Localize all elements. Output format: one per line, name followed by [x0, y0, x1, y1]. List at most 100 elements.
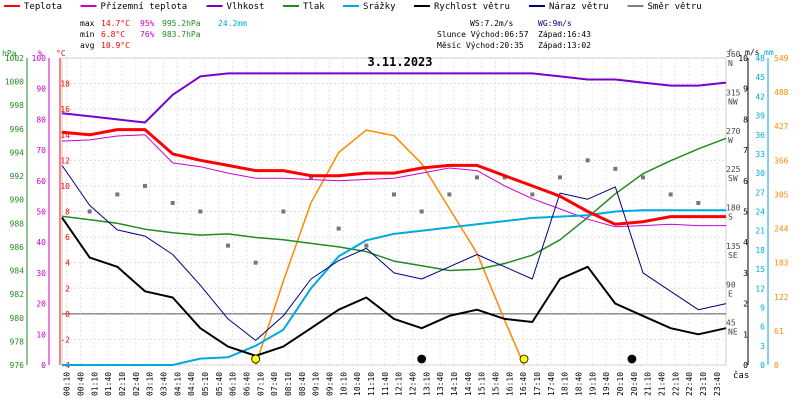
x-tick-label: 22:10	[671, 372, 680, 396]
legend-label: Přízemní teplota	[101, 2, 188, 12]
wind-tick-label: 4	[743, 238, 748, 247]
x-tick-label: 14:10	[450, 372, 459, 396]
direction-tick-value: 225	[726, 165, 741, 174]
direction-point	[392, 192, 396, 197]
direction-tick-label: E	[728, 289, 733, 298]
direction-point	[475, 175, 479, 180]
rain-tick-label: 18	[755, 246, 765, 255]
x-tick-label: 12:40	[408, 372, 417, 396]
stats-max-temp: 14.7°C	[101, 19, 130, 28]
stats-moon: Měsíc Východ:20:35	[437, 41, 524, 50]
temperature-tick-label: 16	[60, 105, 70, 114]
stats-sun: Slunce Východ:06:57	[437, 30, 529, 39]
temperature-tick-label: 12	[60, 156, 70, 165]
direction-tick-value: 270	[726, 127, 741, 136]
pressure-tick-label: 1002	[5, 54, 24, 63]
chart-title: 3.11.2023	[367, 55, 432, 69]
x-tick-label: 19:40	[602, 372, 611, 396]
humidity-tick-label: 70	[36, 146, 46, 155]
x-tick-label: 18:40	[574, 372, 583, 396]
pressure-tick-label: 998	[10, 101, 25, 110]
solar-tick-label: 122	[774, 293, 789, 302]
direction-point	[170, 200, 175, 205]
legend-label: Rychlost větru	[434, 2, 510, 12]
x-tick-label: 23:40	[713, 372, 722, 396]
series-line-rychlost-vetru	[61, 217, 727, 357]
temperature-axis-unit: °C	[56, 49, 66, 58]
humidity-tick-label: 50	[36, 208, 46, 217]
direction-tick-value: 90	[726, 280, 736, 289]
solar-tick-label: 488	[774, 88, 789, 97]
x-tick-label: 19:10	[588, 372, 597, 396]
x-tick-label: 10:10	[339, 372, 348, 396]
x-tick-label: 08:40	[298, 372, 307, 396]
direction-tick-label: NE	[728, 328, 738, 337]
rain-tick-label: 6	[760, 323, 765, 332]
legend-label: Srážky	[363, 2, 396, 12]
direction-point	[336, 226, 341, 231]
stats-sun-set: Západ:16:43	[538, 30, 591, 39]
wind-tick-label: 3	[743, 269, 748, 278]
direction-tick-value: 135	[726, 242, 741, 251]
stats-min-hum: 76%	[140, 30, 155, 39]
humidity-tick-label: 20	[36, 300, 46, 309]
pressure-tick-label: 992	[10, 172, 25, 181]
x-tick-label: 17:10	[533, 372, 542, 396]
x-tick-label: 22:40	[685, 372, 694, 396]
direction-tick-label: N	[728, 59, 733, 68]
direction-tick-value: 180	[726, 204, 741, 213]
rain-tick-label: 33	[755, 150, 765, 159]
legend-label: Náraz větru	[549, 2, 609, 12]
direction-point	[309, 175, 313, 180]
x-tick-label: 06:40	[242, 372, 251, 396]
direction-tick-value: 360	[726, 50, 741, 59]
wind-tick-label: 5	[743, 208, 748, 217]
x-tick-label: 18:10	[561, 372, 570, 396]
x-tick-label: 14:40	[464, 372, 473, 396]
direction-point	[585, 158, 590, 163]
rain-tick-label: 48	[755, 54, 765, 63]
wind-tick-label: 6	[743, 177, 748, 186]
wind-tick-label: 1	[743, 330, 748, 339]
legend-label: Směr větru	[648, 2, 702, 12]
stats-max-label: max	[80, 19, 95, 28]
x-tick-label: 15:40	[491, 372, 500, 396]
humidity-tick-label: 90	[36, 85, 46, 94]
x-tick-label: 23:10	[699, 372, 708, 396]
pressure-axis-unit: hPa	[2, 49, 17, 58]
x-tick-label: 11:40	[381, 372, 390, 396]
stats-avg-temp: 10.9°C	[101, 41, 130, 50]
series-line-vlhkost	[61, 72, 727, 124]
x-tick-label: 03:10	[146, 372, 155, 396]
solar-tick-label: 244	[774, 225, 789, 234]
direction-tick-label: W	[728, 136, 733, 145]
x-tick-label: 16:40	[519, 372, 528, 396]
direction-point	[419, 209, 424, 214]
x-tick-label: 00:40	[76, 372, 85, 396]
humidity-tick-label: 60	[36, 177, 46, 186]
direction-point	[87, 209, 92, 214]
rain-tick-label: 15	[755, 265, 765, 274]
x-tick-label: 02:10	[118, 372, 127, 396]
direction-point	[447, 192, 452, 197]
humidity-tick-label: 0	[41, 361, 46, 370]
x-tick-label: 20:10	[616, 372, 625, 396]
pressure-tick-label: 978	[10, 337, 25, 346]
rain-axis-unit: mm	[764, 48, 774, 57]
wind-tick-label: 2	[743, 300, 748, 309]
humidity-tick-label: 10	[36, 330, 46, 339]
x-tick-label: 08:10	[284, 372, 293, 396]
direction-point	[530, 192, 535, 197]
x-axis-label: čas	[733, 370, 749, 381]
direction-point	[668, 192, 673, 197]
series-line-tlak	[61, 137, 727, 272]
temperature-tick-label: 18	[60, 80, 70, 89]
direction-point	[641, 175, 645, 180]
direction-tick-value: 315	[726, 88, 741, 97]
stats-min-label: min	[80, 30, 95, 39]
humidity-tick-label: 40	[36, 238, 46, 247]
legend-label: Tlak	[303, 2, 325, 12]
pressure-tick-label: 1000	[5, 78, 24, 87]
temperature-tick-label: 4	[65, 259, 70, 268]
